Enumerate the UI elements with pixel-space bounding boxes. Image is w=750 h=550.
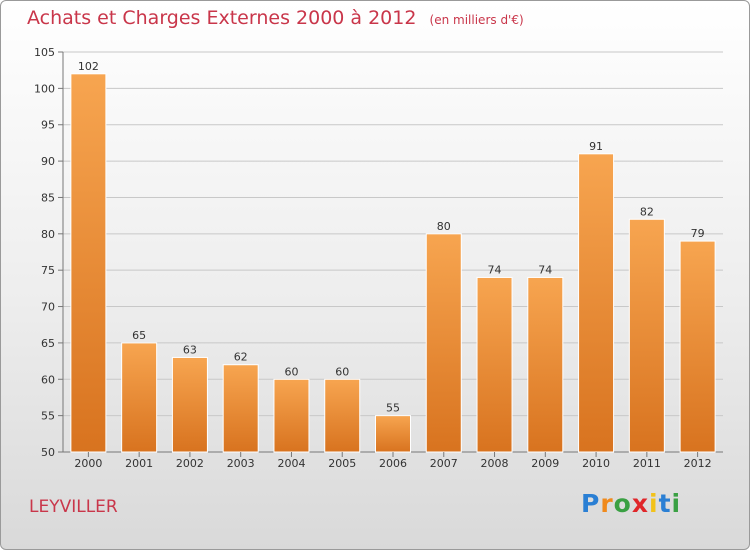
bar-2003 xyxy=(222,364,259,453)
data-label: 82 xyxy=(640,205,654,218)
x-tick-label: 2004 xyxy=(277,457,305,470)
logo-letter: i xyxy=(671,489,682,518)
bar-2007 xyxy=(425,233,462,453)
y-tick-label: 70 xyxy=(41,301,55,314)
data-label: 63 xyxy=(183,343,197,356)
data-label: 102 xyxy=(78,60,99,73)
x-tick-label: 2003 xyxy=(227,457,255,470)
data-label: 62 xyxy=(234,351,248,364)
data-label: 80 xyxy=(437,220,451,233)
logo-letter: o xyxy=(613,489,632,518)
x-tick-label: 2005 xyxy=(328,457,356,470)
y-tick-label: 80 xyxy=(41,228,55,241)
bar-2012 xyxy=(679,240,716,453)
x-tick-label: 2006 xyxy=(379,457,407,470)
data-label: 79 xyxy=(691,227,705,240)
data-label: 65 xyxy=(132,329,146,342)
y-tick-label: 85 xyxy=(41,191,55,204)
y-tick-label: 100 xyxy=(34,82,55,95)
bars xyxy=(70,73,716,453)
bar-2006 xyxy=(375,415,411,453)
x-tick-label: 2008 xyxy=(481,457,509,470)
y-tick-label: 95 xyxy=(41,119,55,132)
y-tick-label: 55 xyxy=(41,410,55,423)
bar-2009 xyxy=(527,276,564,453)
axes xyxy=(62,52,723,453)
logo-letter: r xyxy=(600,489,614,518)
logo-letter: P xyxy=(581,489,601,518)
chart-subtitle: (en milliers d'€) xyxy=(429,13,524,27)
data-label: 60 xyxy=(335,365,349,378)
x-tick-label: 2012 xyxy=(684,457,712,470)
data-label: 60 xyxy=(284,365,298,378)
x-tick-label: 2007 xyxy=(430,457,458,470)
x-tick-labels: 2000 2001 2002 2003 2004 2005 2006 2007 2008 2009… xyxy=(74,452,712,470)
y-tick-label: 50 xyxy=(41,446,55,459)
data-label: 55 xyxy=(386,402,400,415)
y-tick-labels: 50 55 60 65 70 75 80 85 90 95 100 105 xyxy=(34,46,63,459)
x-tick-label: 2001 xyxy=(125,457,153,470)
x-tick-label: 2011 xyxy=(633,457,661,470)
bar-2008 xyxy=(476,276,513,453)
grid-lines xyxy=(63,51,723,453)
bar-2005 xyxy=(324,378,361,453)
bar-2004 xyxy=(273,378,310,453)
title-row: Achats et Charges Externes 2000 à 2012 (… xyxy=(27,7,524,29)
x-tick-label: 2002 xyxy=(176,457,204,470)
x-tick-label: 2010 xyxy=(582,457,610,470)
data-label: 74 xyxy=(488,263,502,276)
proxiti-logo: Proxiti xyxy=(581,489,681,518)
x-tick-label: 2000 xyxy=(74,457,102,470)
bar-2011 xyxy=(628,218,665,453)
bar-2002 xyxy=(171,356,208,453)
y-tick-label: 90 xyxy=(41,155,55,168)
logo-letter: i xyxy=(649,489,659,518)
y-tick-label: 105 xyxy=(34,46,55,59)
logo-letter: t xyxy=(658,489,672,518)
y-tick-label: 65 xyxy=(41,337,55,350)
data-label: 91 xyxy=(589,140,603,153)
bar-2001 xyxy=(121,342,158,453)
y-tick-label: 60 xyxy=(41,373,55,386)
x-tick-label: 2009 xyxy=(531,457,559,470)
place-name: LEYVILLER xyxy=(29,497,118,517)
y-tick-label: 75 xyxy=(41,264,55,277)
bar-2010 xyxy=(578,153,615,453)
data-label: 74 xyxy=(538,263,552,276)
bar-2000 xyxy=(70,73,107,453)
logo-letter: x xyxy=(631,489,649,518)
data-labels: 102 65 63 62 60 60 55 80 74 74 91 82 79 xyxy=(78,60,705,415)
chart-title: Achats et Charges Externes 2000 à 2012 xyxy=(27,7,417,29)
